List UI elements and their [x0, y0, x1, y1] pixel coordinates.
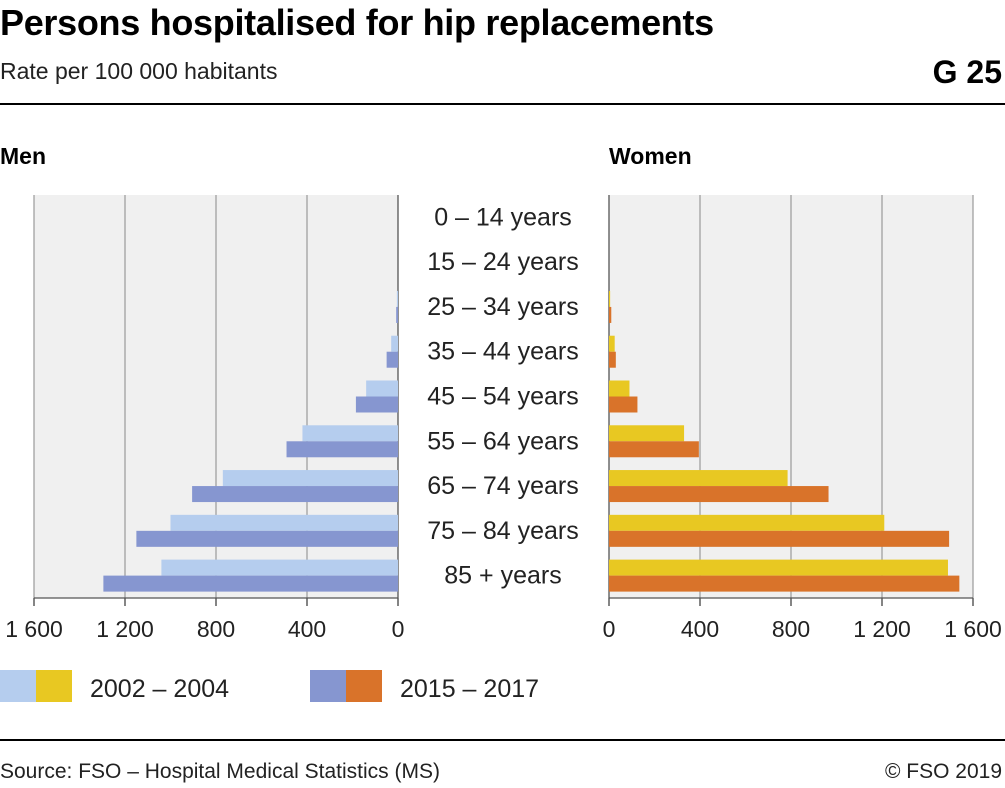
men-bar-period2	[386, 351, 398, 368]
women-tick-label: 0	[603, 616, 616, 642]
men-bar-period1	[161, 559, 398, 576]
age-group-label: 55 – 64 years	[427, 427, 579, 455]
men-tick-label: 0	[392, 616, 405, 642]
men-tick-label: 800	[197, 616, 235, 642]
legend-swatch	[36, 670, 72, 702]
women-bar-period1	[609, 514, 885, 531]
age-group-label: 35 – 44 years	[427, 338, 579, 366]
age-group-label: 75 – 84 years	[427, 517, 579, 545]
chart-subtitle: Rate per 100 000 habitants	[0, 58, 278, 84]
graphic-code: G 25	[932, 54, 1002, 90]
source-note: Source: FSO – Hospital Medical Statistic…	[0, 760, 440, 783]
men-tick-label: 400	[288, 616, 326, 642]
women-bar-period1	[609, 335, 615, 352]
age-group-label: 45 – 54 years	[427, 383, 579, 411]
women-bar-period2	[609, 351, 616, 368]
men-bar-period1	[391, 335, 398, 352]
age-group-label: 85 + years	[444, 562, 561, 590]
legend-swatch	[346, 670, 382, 702]
men-panel-title: Men	[0, 143, 46, 169]
women-panel-title: Women	[609, 143, 692, 169]
men-bar-period1	[302, 425, 398, 442]
women-tick-label: 1 200	[853, 616, 911, 642]
women-tick-label: 800	[772, 616, 810, 642]
women-bar-period2	[609, 396, 638, 413]
women-bar-period1	[609, 380, 630, 397]
age-group-label: 25 – 34 years	[427, 293, 579, 321]
men-bar-period2	[192, 486, 398, 503]
pyramid-chart: 0 400 800 1 200 1 600 Men 0 400 800 1 200 1 600 Wom…	[0, 143, 1002, 703]
men-bar-period2	[355, 396, 398, 413]
women-bar-period1	[609, 470, 788, 487]
men-bar-period1	[366, 380, 398, 397]
chart-title: Persons hospitalised for hip replacement…	[0, 2, 714, 43]
women-tick-label: 1 600	[944, 616, 1002, 642]
legend-swatch	[0, 670, 36, 702]
men-bar-period1	[396, 290, 398, 307]
men-bar-period2	[103, 575, 398, 592]
men-bar-period2	[136, 530, 398, 547]
age-group-label: 0 – 14 years	[434, 203, 572, 231]
age-group-label: 15 – 24 years	[427, 248, 579, 276]
footer-rule	[0, 739, 1005, 741]
women-bar-period1	[609, 290, 611, 307]
women-bar-period2	[609, 575, 960, 592]
women-bar-period2	[609, 530, 950, 547]
age-group-label: 65 – 74 years	[427, 472, 579, 500]
men-tick-label: 1 200	[96, 616, 154, 642]
women-bar-period2	[609, 486, 829, 503]
legend-label: 2015 – 2017	[400, 675, 539, 703]
women-bar-period2	[609, 306, 612, 323]
men-bar-period1	[170, 514, 398, 531]
women-bar-period1	[609, 425, 685, 442]
women-bar-period1	[609, 559, 948, 576]
header-rule	[0, 103, 1005, 105]
legend-label: 2002 – 2004	[90, 675, 229, 703]
women-bar-period2	[609, 441, 699, 458]
women-tick-label: 400	[681, 616, 719, 642]
men-tick-label: 1 600	[5, 616, 63, 642]
men-bar-period2	[396, 306, 398, 323]
men-bar-period1	[222, 470, 398, 487]
men-bar-period2	[286, 441, 398, 458]
copyright-note: © FSO 2019	[884, 760, 1002, 783]
legend-swatch	[310, 670, 346, 702]
